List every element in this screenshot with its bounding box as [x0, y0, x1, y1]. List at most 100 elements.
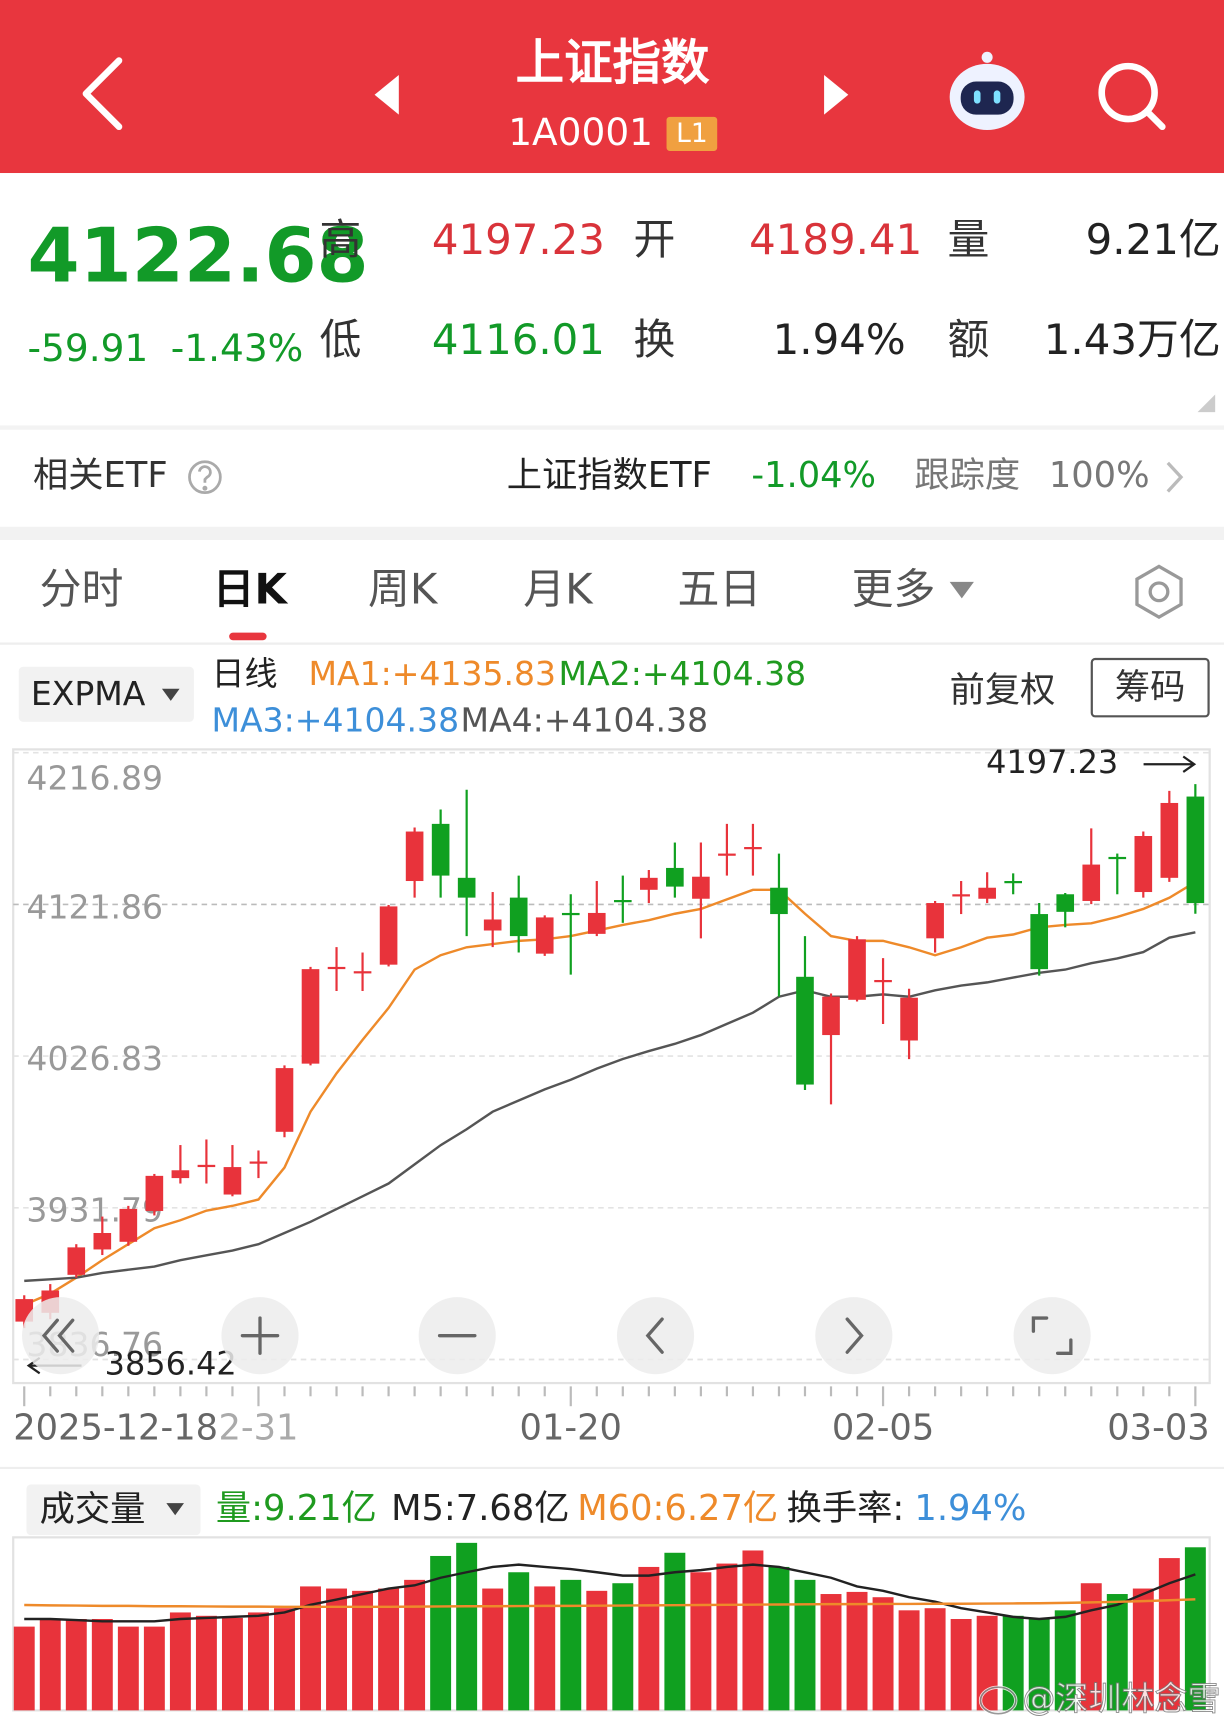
candle-body [1160, 802, 1179, 878]
candle-body [848, 939, 866, 1000]
etf-change: -1.04% [751, 455, 876, 496]
volume-bar [664, 1552, 686, 1711]
volume-bar [1080, 1583, 1102, 1711]
ma2: MA2:+4104.38 [559, 654, 807, 693]
volume-bar [195, 1615, 217, 1711]
tab[interactable]: 月K [523, 564, 594, 613]
volume-name[interactable]: 成交量 [40, 1489, 146, 1530]
candle-body [692, 876, 710, 899]
expand-corner[interactable] [1197, 394, 1216, 413]
candle-body [379, 906, 398, 965]
settings-icon[interactable] [1135, 564, 1183, 620]
left-button[interactable] [616, 1297, 695, 1375]
volume-bar [378, 1588, 400, 1711]
candle-body [666, 867, 684, 887]
zoom-in-icon [240, 1316, 280, 1355]
fullscreen-icon [1031, 1316, 1073, 1355]
candle-body [145, 1175, 164, 1211]
tab-active[interactable]: 日K [213, 564, 289, 613]
candle-body [1108, 856, 1127, 860]
candle-body [275, 1068, 294, 1132]
candle-body [926, 903, 944, 939]
x-tick-label: 02-05 [832, 1407, 934, 1448]
field-value: 1.94% [773, 315, 906, 364]
indicator-select[interactable] [18, 666, 194, 722]
x-tick-label: 2025-12-18 [13, 1407, 218, 1448]
price-change-pct: -1.43% [171, 326, 303, 370]
candle-body [223, 1167, 242, 1195]
candle-body [535, 917, 554, 954]
volume-select[interactable] [26, 1484, 201, 1536]
candle-body [613, 900, 632, 903]
volume-bar [274, 1608, 295, 1711]
volume-bar [1184, 1547, 1206, 1711]
volume-bar [872, 1597, 894, 1711]
candle-body [770, 887, 788, 915]
volume-bar [65, 1618, 87, 1711]
volume-bar [247, 1612, 269, 1711]
fullscreen-button[interactable] [1013, 1297, 1091, 1375]
stock-name: 上证指数 [516, 35, 710, 91]
volume-bar [1002, 1615, 1024, 1711]
last-price: 4122.68 [28, 212, 369, 300]
candle-body [1056, 894, 1075, 912]
etf-chevron[interactable] [1166, 461, 1184, 493]
volume-bar [117, 1626, 139, 1711]
volume-bar [404, 1579, 426, 1711]
volume-bar [794, 1579, 816, 1711]
volume-bar [612, 1583, 634, 1711]
right-button[interactable] [815, 1297, 893, 1375]
watermark: @深圳林念雪 [978, 1679, 1221, 1718]
back-button[interactable] [82, 57, 123, 131]
candle-body [405, 831, 424, 882]
field-label: 换 [633, 315, 675, 364]
x-tick-label: 01-20 [520, 1407, 622, 1448]
x-tick-label: 2-31 [218, 1407, 298, 1448]
volume-bar [300, 1586, 321, 1711]
volume-bar [924, 1608, 946, 1711]
volume-bar [768, 1566, 790, 1711]
candle-body [119, 1208, 138, 1242]
next-stock[interactable] [824, 74, 849, 115]
left-icon [645, 1317, 664, 1354]
candle-body [1186, 796, 1205, 904]
candle-body [197, 1164, 216, 1168]
high-arrow [1143, 755, 1197, 773]
chips-text[interactable]: 筹码 [1115, 667, 1185, 708]
candle-body [952, 894, 970, 897]
chips-button[interactable] [1090, 657, 1210, 718]
candle-body [1030, 914, 1049, 970]
field-value: 4116.01 [432, 315, 605, 364]
volume-bar [482, 1588, 504, 1711]
search-icon[interactable] [1098, 62, 1166, 131]
help-icon[interactable] [188, 460, 222, 494]
tab-underline [229, 632, 267, 641]
level-text: L1 [676, 118, 708, 149]
prev-stock[interactable] [374, 74, 399, 115]
more-arrow[interactable] [949, 581, 974, 599]
y-tick-label: 3931.79 [26, 1191, 163, 1230]
volume-bar [950, 1618, 972, 1711]
assistant-icon[interactable] [949, 51, 1025, 131]
turnover-value: 1.94% [914, 1488, 1026, 1529]
tab[interactable]: 更多 [852, 564, 936, 613]
tab[interactable]: 分时 [40, 564, 124, 613]
volume-bar [1106, 1594, 1128, 1711]
volume-bar [638, 1566, 660, 1711]
etf-name[interactable]: 上证指数ETF [507, 455, 712, 496]
volume-m60: M60:6.27亿 [577, 1488, 778, 1529]
right-icon [845, 1317, 864, 1354]
volume-bar [508, 1572, 530, 1711]
tab[interactable]: 周K [368, 564, 439, 613]
volume-bar [326, 1588, 348, 1711]
candle-body [587, 912, 606, 934]
candle-body [744, 847, 762, 850]
adjust[interactable]: 前复权 [950, 670, 1056, 711]
y-tick-label: 4121.86 [26, 887, 163, 926]
tab[interactable]: 五日 [678, 564, 762, 613]
indicator-name[interactable]: EXPMA [31, 674, 146, 713]
turnover-label: 换手率: [787, 1488, 905, 1529]
volume-bar [456, 1542, 478, 1711]
volume-bar [586, 1590, 608, 1711]
